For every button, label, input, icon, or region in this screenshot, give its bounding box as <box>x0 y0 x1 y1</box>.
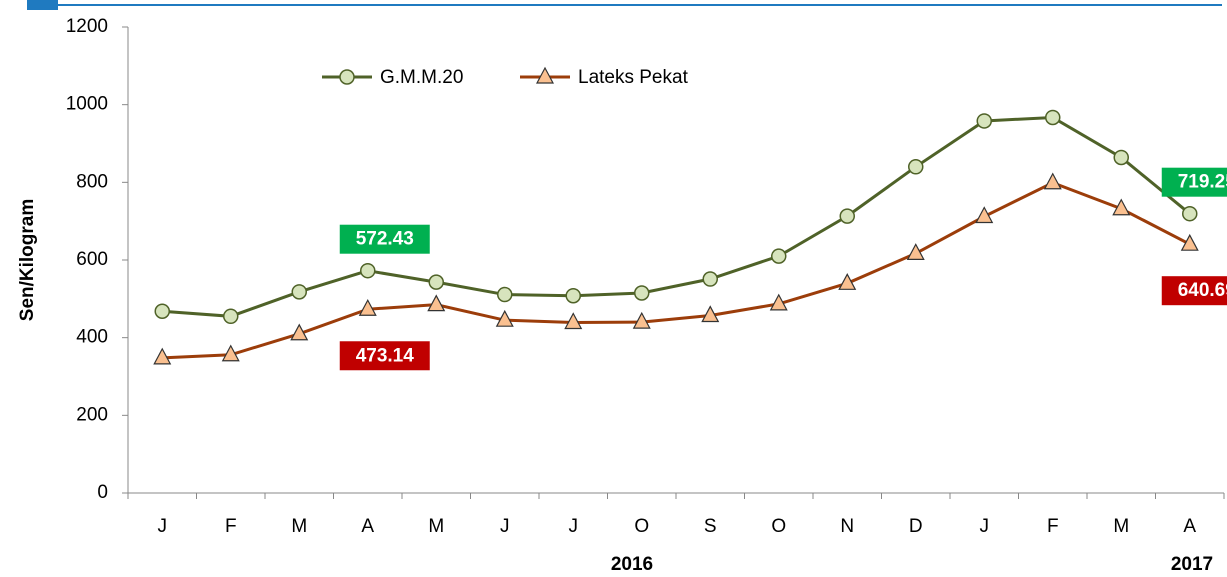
marker <box>906 243 925 260</box>
marker <box>769 293 788 311</box>
x-tick-label: J <box>569 516 579 537</box>
marker <box>838 273 857 290</box>
legend-label: Lateks Pekat <box>578 67 689 88</box>
x-tick-label: J <box>158 516 168 537</box>
x-tick-label: D <box>909 516 923 537</box>
marker <box>701 305 720 323</box>
legend-label: G.M.M.20 <box>380 67 463 88</box>
x-tick-label: A <box>361 516 374 537</box>
marker <box>1180 233 1199 251</box>
marker <box>360 262 376 279</box>
value-label: 719.25 <box>1178 172 1227 193</box>
marker <box>290 323 309 341</box>
y-tick-label: 600 <box>76 249 108 270</box>
marker <box>908 159 924 175</box>
x-tick-label: J <box>980 516 990 537</box>
x-tick-label: A <box>1183 516 1196 537</box>
marker <box>1182 205 1198 222</box>
marker <box>154 303 170 320</box>
marker <box>565 287 581 304</box>
marker <box>536 66 554 84</box>
y-tick-label: 0 <box>97 482 108 503</box>
x-tick-label: O <box>771 516 786 537</box>
y-tick-label: 400 <box>76 327 108 348</box>
marker <box>291 284 307 300</box>
x-tick-label: J <box>500 516 510 537</box>
marker <box>975 206 994 224</box>
marker <box>1045 109 1061 126</box>
y-axis-label: Sen/Kilogram <box>17 199 38 321</box>
marker <box>702 271 718 287</box>
marker <box>634 285 650 301</box>
marker <box>564 312 583 330</box>
value-label-box <box>339 341 430 371</box>
y-tick-label: 1200 <box>66 16 108 37</box>
x-tick-label: M <box>1113 516 1129 537</box>
marker <box>153 347 172 365</box>
marker <box>221 344 240 362</box>
y-tick-label: 800 <box>76 171 108 192</box>
marker <box>427 294 446 312</box>
x-tick-label: N <box>840 516 854 537</box>
marker <box>1113 149 1129 166</box>
marker <box>771 248 787 264</box>
series-line <box>162 115 1191 318</box>
value-label: 640.69 <box>1178 280 1227 301</box>
marker <box>428 274 444 290</box>
marker <box>632 311 651 329</box>
year-label: 2016 <box>611 554 653 575</box>
series-line <box>162 181 1191 360</box>
value-label-box <box>1161 276 1227 306</box>
x-tick-label: M <box>428 516 444 537</box>
marker <box>839 208 855 224</box>
y-tick-label: 1000 <box>66 94 108 115</box>
x-tick-label: O <box>634 516 649 537</box>
value-label-box <box>339 224 430 254</box>
marker <box>976 113 992 129</box>
x-tick-label: F <box>1047 516 1059 537</box>
marker <box>1112 198 1131 216</box>
marker <box>1043 172 1062 190</box>
value-label: 473.14 <box>356 345 415 366</box>
value-label: 572.43 <box>356 229 414 250</box>
marker <box>358 298 377 316</box>
year-label: 2017 <box>1171 554 1213 575</box>
x-tick-label: M <box>291 516 307 537</box>
x-tick-label: S <box>704 516 717 537</box>
marker <box>223 308 239 325</box>
x-tick-label: F <box>225 516 237 537</box>
marker <box>495 309 514 327</box>
marker <box>497 286 513 303</box>
value-label-box <box>1161 167 1227 197</box>
y-tick-label: 200 <box>76 404 108 425</box>
marker <box>339 69 355 85</box>
